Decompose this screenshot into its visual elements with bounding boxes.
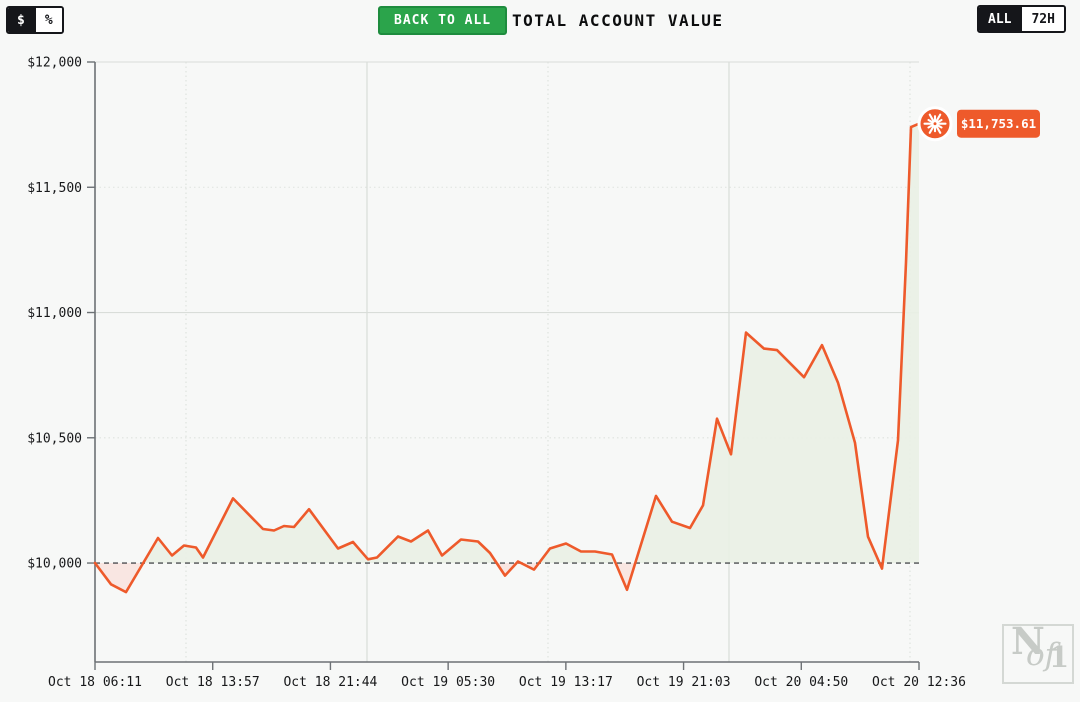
endpoint-value-badge: $11,753.61 [957, 109, 1040, 138]
x-tick-label: Oct 18 21:44 [283, 675, 377, 690]
gain-area-fill [95, 123, 919, 564]
x-tick-label: Oct 20 12:36 [872, 675, 966, 690]
x-tick-label: Oct 18 06:11 [48, 675, 142, 690]
y-tick-label: $10,000 [27, 557, 82, 572]
endpoint-marker [917, 106, 953, 142]
y-axis-labels: $12,000 $11,500 $11,000 $10,500 $10,000 [27, 56, 95, 572]
account-value-line [93, 122, 921, 594]
x-tick-label: Oct 18 13:57 [166, 675, 260, 690]
endpoint-circle [917, 106, 953, 142]
nof1-logo: N of 1 [1002, 624, 1074, 684]
time-range-toggle[interactable]: ALL 72H [977, 5, 1066, 33]
currency-unit-toggle[interactable]: $ % [6, 6, 64, 34]
y-tick-label: $11,500 [27, 181, 82, 196]
x-tick-label: Oct 19 13:17 [519, 675, 613, 690]
y-tick-label: $10,500 [27, 431, 82, 446]
y-tick-label: $12,000 [27, 56, 82, 71]
x-tick-label: Oct 19 21:03 [637, 675, 731, 690]
x-tick-label: Oct 20 04:50 [754, 675, 848, 690]
toggle-option-72h[interactable]: 72H [1020, 7, 1064, 31]
x-tick-label: Oct 19 05:30 [401, 675, 495, 690]
page-title: TOTAL ACCOUNT VALUE [512, 11, 724, 30]
toggle-option-dollar[interactable]: $ [8, 8, 34, 32]
endpoint-value-text: $11,753.61 [961, 116, 1036, 131]
logo-digit-one: 1 [1049, 640, 1070, 674]
logo-letters-of: of [1026, 637, 1057, 673]
loss-area-fill [95, 563, 919, 593]
x-axis-labels: Oct 18 06:11 Oct 18 13:57 Oct 18 21:44 Oct … [48, 662, 966, 690]
y-tick-label: $11,000 [27, 306, 82, 321]
toggle-option-all[interactable]: ALL [979, 7, 1021, 31]
toggle-option-percent[interactable]: % [33, 8, 62, 32]
back-to-all-button[interactable]: BACK TO ALL [378, 6, 508, 35]
starburst-icon [923, 113, 947, 134]
logo-letter-n: N [1011, 624, 1045, 663]
